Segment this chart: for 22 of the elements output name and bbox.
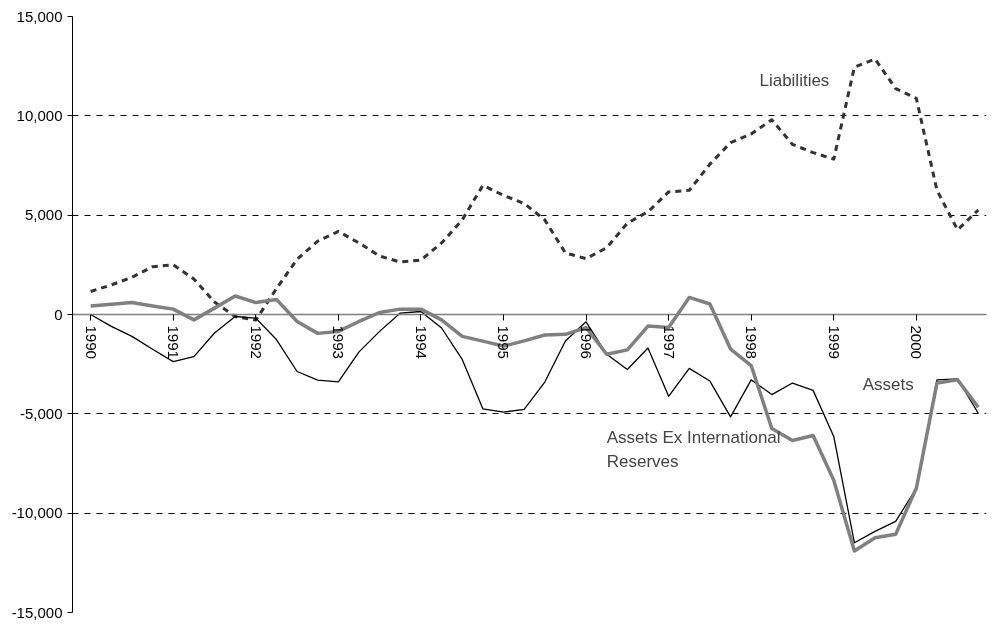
x-tick-label: 1997 (660, 325, 678, 359)
y-tick-label: 5,000 (24, 206, 63, 224)
series-label: Liabilities (759, 70, 830, 90)
y-tick-label: -10,000 (11, 504, 63, 522)
x-tick-label: 2000 (908, 325, 926, 359)
x-tick-label: 1993 (330, 325, 348, 359)
x-tick-label: 1998 (743, 325, 761, 359)
series-label: Assets (862, 374, 914, 394)
x-tick-label: 1999 (825, 325, 843, 359)
x-tick-label: 1990 (82, 325, 100, 359)
line-series (89, 57, 980, 322)
y-tick-label: -15,000 (11, 603, 63, 621)
x-tick-label: 1994 (412, 325, 430, 359)
y-tick-label: -5,000 (19, 404, 63, 422)
y-tick-label: 15,000 (16, 7, 63, 25)
x-tick-label: 1991 (165, 325, 183, 359)
x-tick-label: 1995 (495, 325, 513, 359)
y-tick-label: 10,000 (16, 106, 63, 124)
x-tick-label: 1992 (247, 325, 265, 359)
x-tick-label: 1996 (578, 325, 596, 359)
y-tick-label: 0 (54, 305, 63, 323)
series-label: Assets Ex International Reserves (606, 427, 781, 472)
